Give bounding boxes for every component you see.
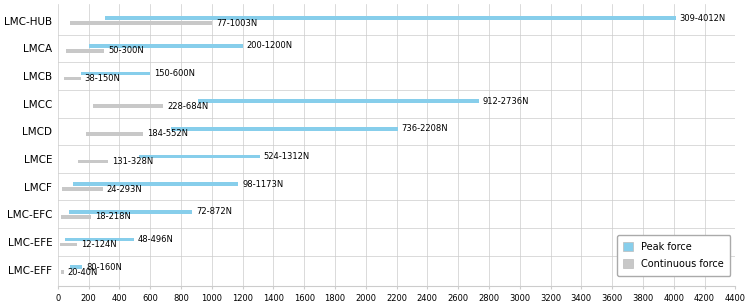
Bar (106, 17, 676, 20)
Bar (64, 77, 81, 80)
Text: 524-1312N: 524-1312N (264, 152, 310, 161)
Legend: Peak force, Continuous force: Peak force, Continuous force (616, 235, 730, 276)
Bar (73, 182, 238, 186)
Bar (139, 155, 260, 158)
Bar (61, 270, 64, 274)
Text: 200-1200N: 200-1200N (247, 41, 292, 50)
Text: 228-684N: 228-684N (167, 102, 208, 111)
Text: 150-600N: 150-600N (154, 69, 195, 78)
Bar (65, 238, 134, 241)
Text: 309-4012N: 309-4012N (680, 14, 726, 23)
Bar (78, 160, 108, 163)
Bar (60, 243, 77, 246)
Bar (61, 215, 92, 219)
Text: 24-293N: 24-293N (106, 185, 142, 194)
Text: 912-2736N: 912-2736N (483, 97, 530, 106)
Text: 80-160N: 80-160N (86, 262, 122, 272)
Bar (81, 72, 150, 75)
Bar (88, 44, 242, 48)
Bar (86, 132, 142, 136)
Text: 72-872N: 72-872N (196, 207, 232, 216)
Text: 20-40N: 20-40N (68, 268, 98, 277)
Text: 50-300N: 50-300N (108, 46, 144, 55)
Text: 18-218N: 18-218N (95, 212, 131, 221)
Bar (171, 127, 398, 131)
Bar (69, 210, 192, 214)
Bar (62, 187, 103, 191)
Text: 184-552N: 184-552N (147, 129, 188, 138)
Bar (70, 265, 82, 269)
Bar (65, 49, 104, 53)
Text: 98-1173N: 98-1173N (242, 180, 284, 189)
Bar (198, 99, 479, 103)
Bar (70, 21, 212, 25)
Bar (93, 104, 164, 108)
Text: 12-124N: 12-124N (81, 240, 116, 249)
Text: 38-150N: 38-150N (85, 74, 121, 83)
Text: 48-496N: 48-496N (138, 235, 174, 244)
Text: 736-2208N: 736-2208N (402, 124, 448, 133)
Text: 77-1003N: 77-1003N (216, 19, 257, 28)
Text: 131-328N: 131-328N (112, 157, 154, 166)
